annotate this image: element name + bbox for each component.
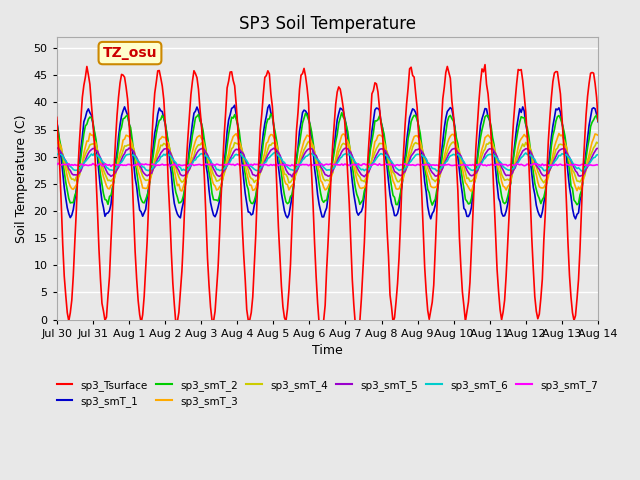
sp3_smT_4 [305, 139, 312, 144]
Line: sp3_smT_7: sp3_smT_7 [57, 163, 598, 166]
sp3_smT_4 [290, 174, 298, 180]
sp3_Tsurface [595, 118, 602, 124]
sp3_smT_6 [291, 167, 299, 173]
sp3_smT_4 [540, 180, 548, 186]
sp3_smT_5 [566, 155, 573, 160]
sp3_smT_5 [232, 146, 240, 152]
sp3_smT_1 [119, 108, 127, 114]
sp3_smT_4 [214, 178, 222, 184]
sp3_smT_5 [595, 145, 602, 151]
sp3_smT_3 [121, 136, 129, 142]
sp3_smT_3 [86, 131, 93, 136]
sp3_smT_3 [243, 170, 251, 176]
sp3_smT_3 [234, 134, 241, 140]
sp3_smT_7 [244, 163, 252, 168]
sp3_smT_1 [572, 216, 579, 222]
sp3_smT_7 [217, 162, 225, 168]
sp3_smT_7 [122, 163, 130, 168]
Legend: sp3_Tsurface, sp3_smT_1, sp3_smT_2, sp3_smT_3, sp3_smT_4, sp3_smT_5, sp3_smT_6, : sp3_Tsurface, sp3_smT_1, sp3_smT_2, sp3_… [52, 375, 602, 411]
sp3_smT_7 [236, 162, 243, 168]
sp3_smT_7 [292, 162, 300, 168]
sp3_smT_5 [53, 144, 61, 150]
X-axis label: Time: Time [312, 344, 343, 357]
sp3_smT_5 [119, 153, 127, 159]
sp3_smT_1 [214, 204, 222, 210]
sp3_smT_6 [119, 157, 127, 163]
sp3_Tsurface [353, 335, 361, 340]
sp3_smT_5 [241, 156, 249, 162]
sp3_smT_1 [53, 118, 61, 124]
sp3_Tsurface [241, 277, 249, 283]
sp3_smT_4 [53, 140, 61, 145]
sp3_smT_7 [567, 162, 575, 168]
sp3_Tsurface [119, 72, 127, 78]
sp3_smT_2 [232, 117, 240, 122]
sp3_Tsurface [214, 264, 222, 270]
sp3_smT_3 [595, 132, 602, 138]
sp3_smT_2 [53, 119, 61, 125]
sp3_smT_2 [119, 116, 127, 122]
sp3_Tsurface [53, 115, 61, 120]
sp3_smT_4 [119, 147, 127, 153]
sp3_smT_7 [107, 163, 115, 169]
sp3_smT_1 [232, 111, 240, 117]
sp3_smT_1 [566, 184, 573, 190]
sp3_smT_1 [291, 170, 299, 176]
sp3_smT_6 [566, 155, 573, 161]
sp3_smT_6 [241, 156, 249, 162]
sp3_Tsurface [232, 101, 240, 107]
Text: TZ_osu: TZ_osu [103, 46, 157, 60]
Y-axis label: Soil Temperature (C): Soil Temperature (C) [15, 114, 28, 243]
sp3_smT_1 [595, 119, 602, 125]
Line: sp3_smT_5: sp3_smT_5 [57, 147, 598, 177]
sp3_smT_6 [232, 152, 240, 157]
sp3_smT_1 [266, 102, 273, 108]
Line: sp3_smT_2: sp3_smT_2 [57, 113, 598, 205]
sp3_smT_4 [567, 161, 575, 167]
Line: sp3_smT_1: sp3_smT_1 [57, 105, 598, 219]
sp3_Tsurface [290, 186, 298, 192]
sp3_smT_2 [428, 202, 436, 208]
sp3_smT_2 [241, 172, 249, 178]
sp3_smT_4 [595, 140, 602, 146]
sp3_smT_7 [54, 160, 62, 166]
Line: sp3_Tsurface: sp3_Tsurface [57, 65, 598, 337]
sp3_Tsurface [567, 294, 575, 300]
Line: sp3_smT_3: sp3_smT_3 [57, 133, 598, 192]
Title: SP3 Soil Temperature: SP3 Soil Temperature [239, 15, 416, 33]
sp3_smT_2 [567, 183, 575, 189]
sp3_smT_2 [214, 198, 222, 204]
sp3_smT_1 [241, 191, 249, 196]
sp3_smT_3 [468, 189, 476, 194]
sp3_smT_5 [288, 174, 296, 180]
sp3_smT_6 [53, 152, 61, 157]
Line: sp3_smT_6: sp3_smT_6 [57, 153, 598, 171]
sp3_smT_2 [290, 182, 298, 188]
sp3_smT_4 [232, 141, 240, 146]
sp3_Tsurface [481, 62, 489, 68]
sp3_smT_6 [578, 168, 586, 174]
sp3_smT_6 [595, 152, 602, 157]
sp3_smT_2 [338, 110, 346, 116]
sp3_smT_4 [241, 158, 249, 164]
sp3_smT_3 [53, 133, 61, 139]
Line: sp3_smT_4: sp3_smT_4 [57, 142, 598, 183]
sp3_smT_6 [214, 167, 222, 172]
sp3_smT_3 [216, 184, 223, 190]
sp3_smT_5 [214, 173, 222, 179]
sp3_smT_3 [291, 175, 299, 180]
sp3_smT_7 [53, 162, 61, 168]
sp3_smT_2 [595, 118, 602, 124]
sp3_smT_6 [271, 150, 279, 156]
sp3_smT_7 [595, 162, 602, 168]
sp3_smT_5 [291, 170, 299, 176]
sp3_smT_3 [567, 166, 575, 171]
